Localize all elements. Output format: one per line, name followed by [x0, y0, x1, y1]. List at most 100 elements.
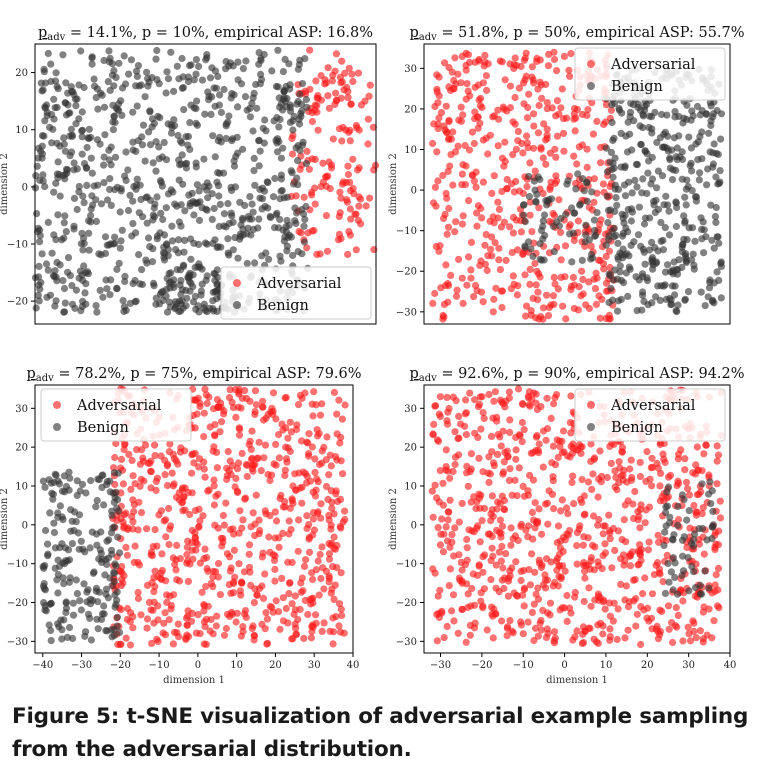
- data-point: [435, 498, 443, 506]
- data-point: [695, 176, 703, 184]
- data-point: [285, 517, 293, 525]
- data-point: [666, 471, 675, 479]
- data-point: [671, 108, 679, 116]
- data-point: [273, 135, 282, 143]
- data-point: [695, 490, 703, 498]
- data-point: [160, 619, 168, 627]
- data-point: [349, 155, 357, 163]
- data-point: [489, 512, 497, 521]
- data-point: [111, 153, 120, 161]
- data-point: [254, 224, 262, 232]
- data-point: [452, 80, 460, 88]
- data-point: [535, 101, 543, 110]
- data-point: [123, 615, 131, 624]
- data-point: [119, 297, 127, 305]
- data-point: [86, 600, 95, 608]
- data-point: [703, 536, 711, 544]
- data-point: [345, 64, 353, 72]
- data-point: [555, 550, 564, 559]
- data-point: [203, 240, 211, 248]
- data-point: [60, 219, 68, 227]
- data-point: [474, 81, 482, 89]
- data-point: [572, 185, 580, 193]
- data-point: [242, 57, 250, 65]
- data-point: [301, 215, 309, 223]
- data-point: [194, 611, 202, 619]
- data-point: [111, 453, 119, 462]
- data-point: [481, 51, 489, 60]
- data-point: [498, 617, 506, 625]
- data-point: [249, 509, 257, 517]
- data-point: [581, 567, 589, 575]
- data-point: [443, 230, 451, 238]
- title-subscript: adv: [419, 32, 437, 43]
- data-point: [227, 471, 235, 479]
- data-point: [72, 102, 80, 110]
- data-point: [535, 559, 544, 567]
- y-tick-label: 20: [15, 443, 28, 454]
- data-point: [84, 586, 92, 594]
- data-point: [449, 591, 458, 599]
- x-tick-label: 30: [682, 660, 695, 671]
- data-point: [601, 605, 609, 613]
- data-point: [708, 634, 716, 642]
- data-point: [679, 552, 687, 560]
- y-tick-label: 10: [404, 481, 417, 492]
- data-point: [648, 482, 656, 490]
- data-point: [434, 125, 442, 133]
- data-point: [691, 193, 700, 201]
- data-point: [570, 115, 578, 123]
- data-point: [117, 640, 125, 648]
- data-point: [553, 97, 562, 105]
- data-point: [337, 457, 345, 465]
- data-point: [291, 592, 299, 600]
- data-point: [100, 103, 109, 111]
- data-point: [613, 635, 621, 644]
- plot-frame: [34, 43, 377, 325]
- data-point: [77, 240, 85, 248]
- data-point: [100, 610, 108, 618]
- data-point: [526, 280, 534, 288]
- data-point: [159, 215, 167, 224]
- data-point: [191, 199, 199, 207]
- y-tick-label: −20: [396, 267, 417, 278]
- data-point: [578, 256, 586, 264]
- legend-label: Benign: [611, 79, 663, 95]
- data-point: [544, 629, 552, 638]
- data-point: [602, 101, 611, 109]
- data-point: [365, 92, 373, 100]
- data-point: [665, 625, 673, 633]
- data-point: [306, 46, 314, 54]
- data-point: [104, 554, 112, 562]
- data-point: [582, 221, 590, 229]
- data-point: [200, 607, 208, 615]
- data-point: [520, 602, 528, 610]
- data-point: [693, 508, 701, 516]
- data-point: [558, 85, 566, 93]
- data-point: [345, 228, 353, 236]
- data-point: [517, 228, 526, 236]
- data-point: [534, 632, 542, 640]
- chart-title: padv = 51.8%, p = 50%, empirical ASP: 55…: [409, 25, 744, 43]
- data-point: [580, 639, 588, 647]
- data-point: [463, 544, 471, 552]
- data-point: [200, 602, 208, 610]
- data-point: [85, 229, 93, 237]
- data-point: [309, 412, 317, 420]
- data-point: [60, 284, 69, 293]
- data-point: [261, 116, 269, 124]
- data-point: [150, 204, 158, 212]
- data-point: [657, 237, 665, 245]
- data-point: [53, 82, 61, 91]
- data-point: [115, 259, 123, 267]
- data-point: [186, 119, 194, 127]
- data-point: [684, 623, 692, 631]
- data-point: [195, 522, 203, 531]
- data-point: [261, 507, 269, 515]
- data-point: [78, 150, 86, 158]
- data-point: [164, 120, 172, 128]
- legend-label: Benign: [611, 420, 663, 436]
- data-point: [709, 113, 717, 121]
- data-point: [692, 140, 700, 148]
- data-point: [466, 621, 474, 630]
